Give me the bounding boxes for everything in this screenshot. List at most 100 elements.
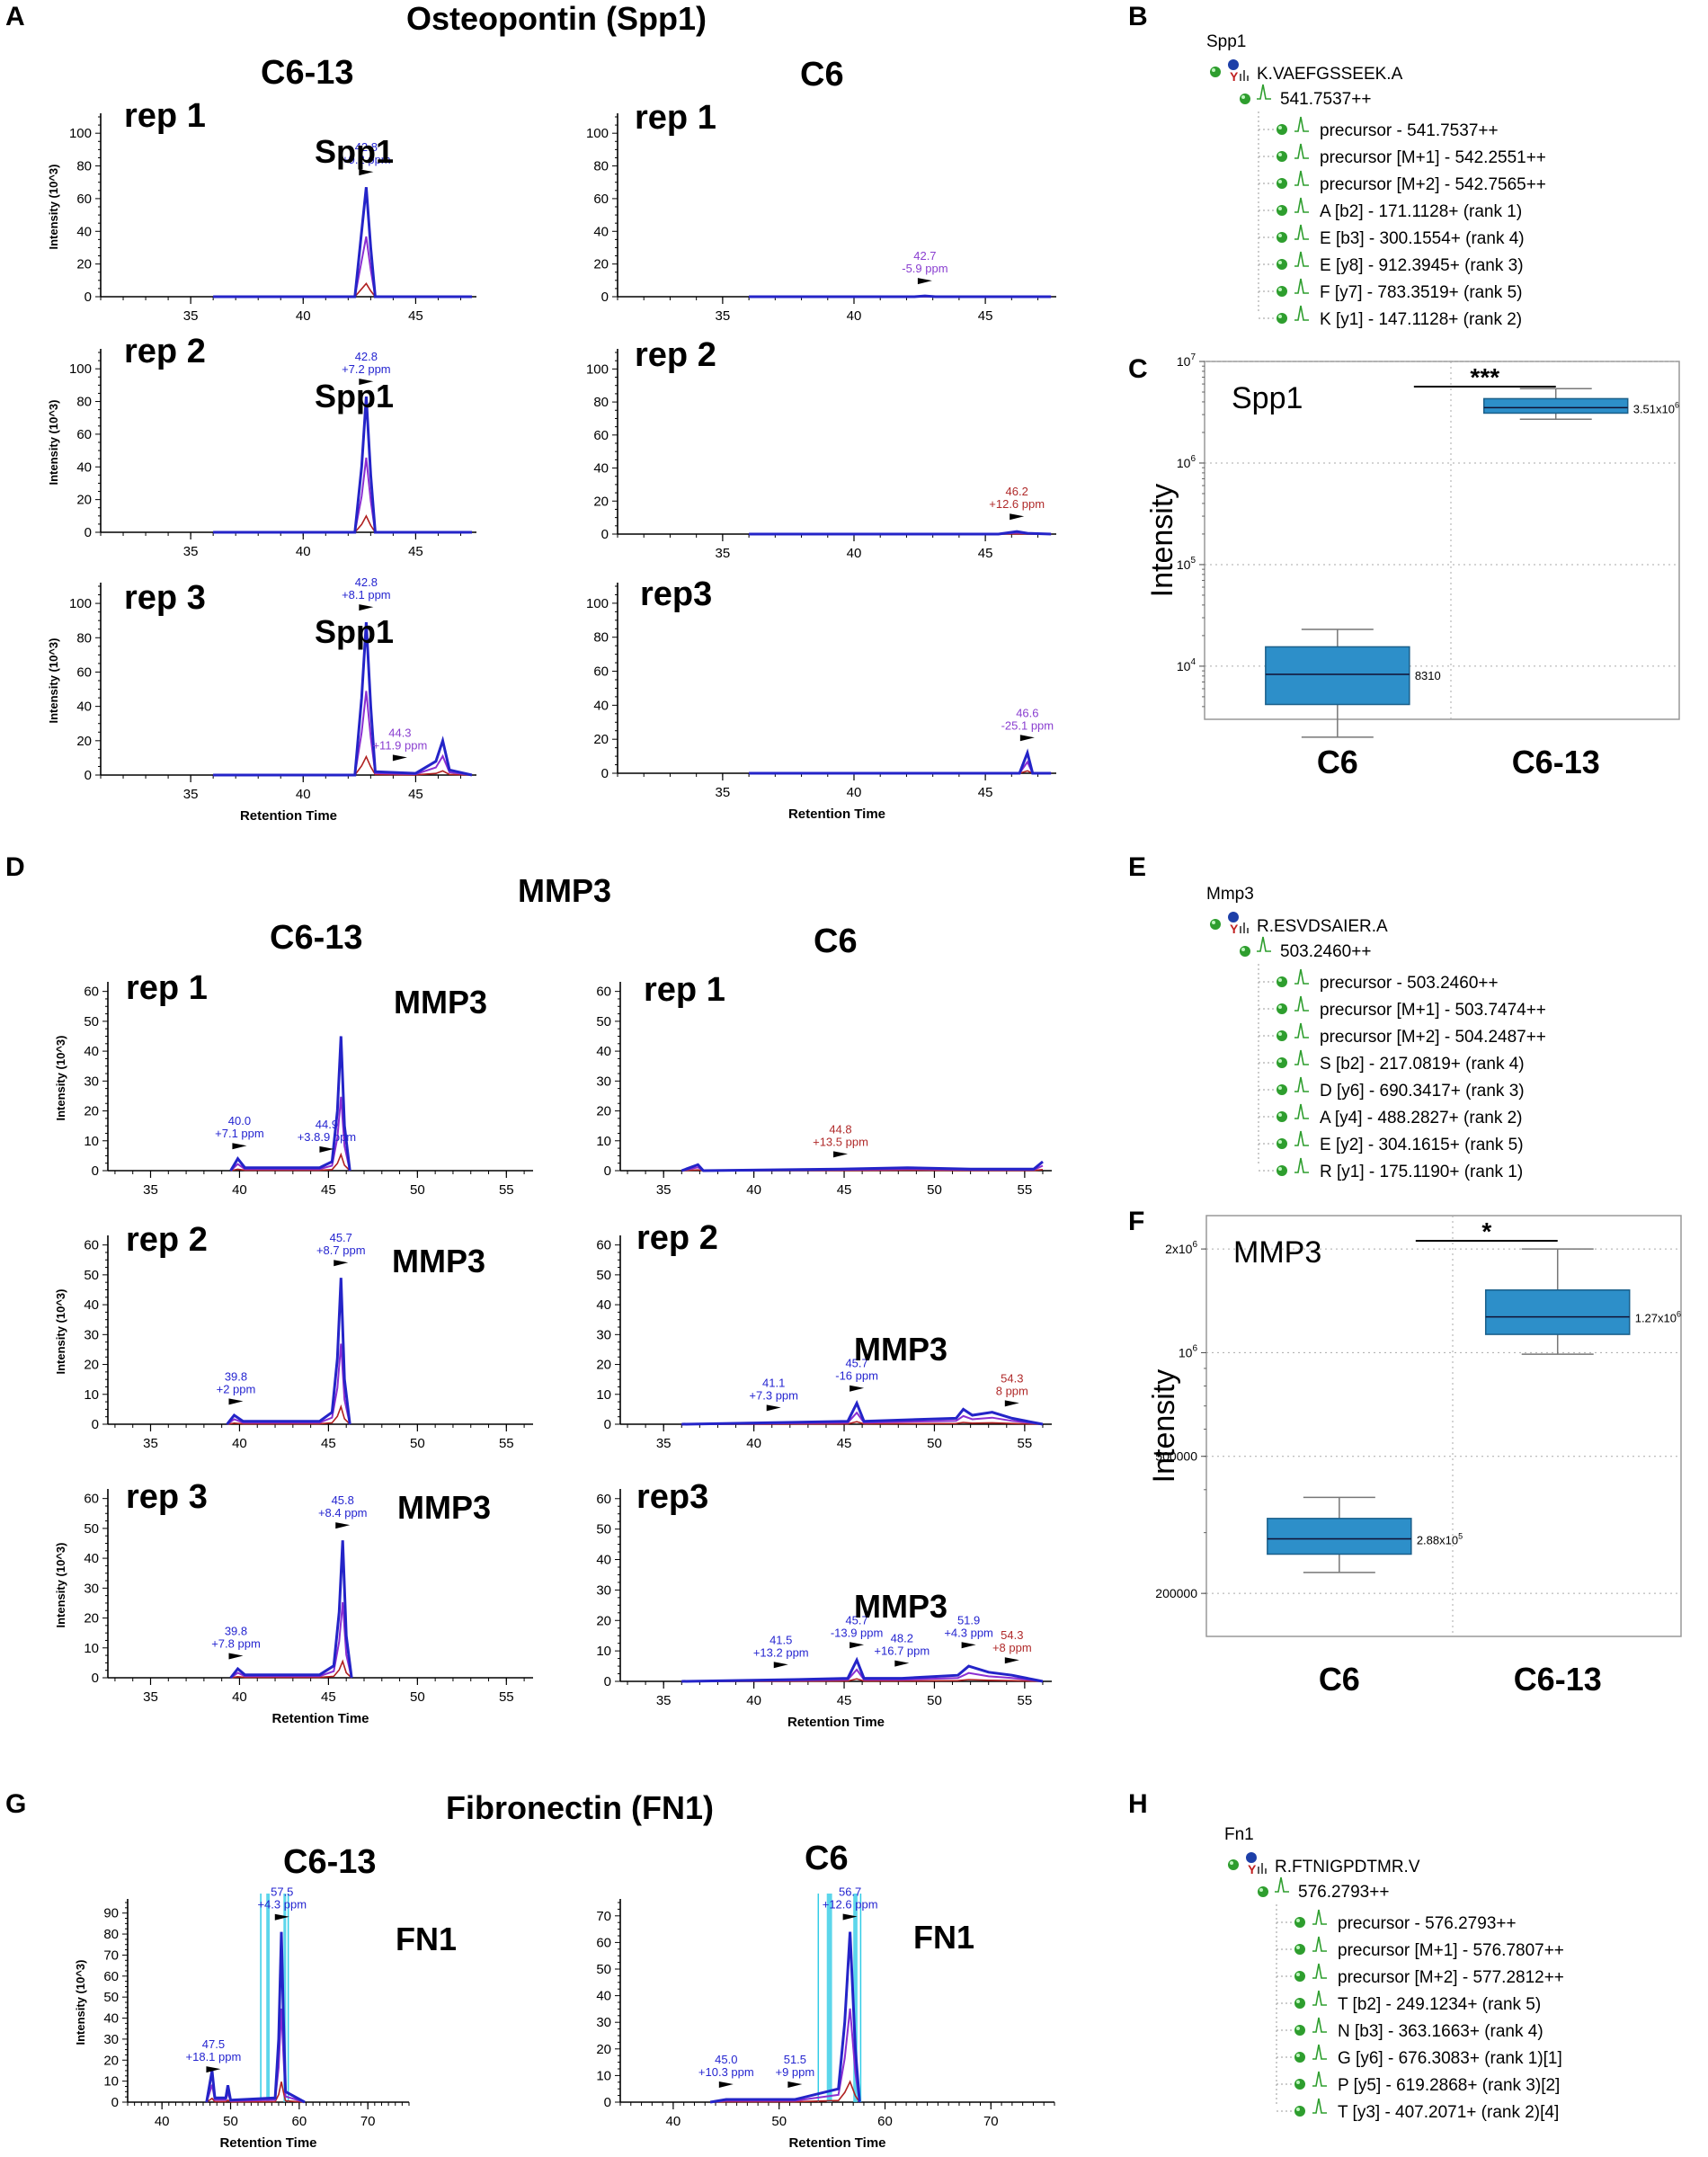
trace-precursor [229,1036,351,1172]
y-tick-label: 40 [76,224,92,239]
y-tick-label: 10 [596,1644,611,1659]
y-tick-label: 20 [596,1613,611,1628]
node-bullet-icon [1294,1917,1305,1928]
x-tick-label: 70 [360,2114,376,2129]
panel-letter-c: C [1128,354,1148,384]
y-tick-label: 40 [596,1044,611,1059]
node-bullet-icon [1277,313,1287,324]
peak-rt-label: 40.0 [228,1114,251,1128]
peak-rt-label: 45.0 [715,2053,737,2066]
tree-item-label: precursor [M+1] - 542.2551++ [1320,148,1546,167]
tree-root-label: Fn1 [1224,1825,1254,1844]
trace-isotope [213,691,473,776]
y-tick-label: 0 [604,2095,611,2110]
y-tick-label: 20 [76,493,92,508]
trace-precursor [681,1656,1044,1683]
significance-stars: * [1481,1217,1491,1245]
tree-item-label: A [y4] - 488.2827+ (rank 2) [1320,1109,1523,1128]
peak-rt-label: 47.5 [202,2037,225,2051]
x-tick-label: 40 [847,308,862,324]
peak-marker [961,1642,976,1649]
y-axis-title: Intensity [1147,1369,1181,1484]
trace-isotope [749,760,1052,774]
trace-isotope [229,1096,351,1172]
y-tick-label: 50 [84,1268,99,1283]
peak-ppm-label: +8 ppm [992,1641,1032,1654]
rep-label-a-right-1: rep 1 [635,99,716,137]
node-bullet-icon [1277,124,1287,135]
trace-precursor [229,1540,353,1679]
y-tick-label: 40 [84,1551,99,1566]
trace-fragment [230,1659,352,1679]
trace-fragment [681,1678,1044,1682]
peak-rt-label: 44.3 [388,726,411,739]
y-tick-label: 80 [76,630,92,646]
x-tick-label: 45 [408,787,423,802]
node-bullet-icon [1277,1165,1287,1176]
peak-rt-label: 48.2 [891,1632,913,1645]
peak-marker [1004,1657,1019,1664]
y-tick-label: 20 [103,2053,119,2068]
node-bullet-icon [1210,67,1221,77]
trace-precursor [213,622,473,777]
transition-peak-icon [1312,1963,1327,1979]
rep-label-a-left-2: rep 2 [124,333,206,370]
x-tick-label: 35 [143,1436,158,1451]
y-tick-label: 60 [84,985,99,1000]
y-tick-label: 50 [84,1014,99,1029]
transition-peak-icon [1294,968,1309,985]
tree-precursor-label: 503.2460++ [1280,942,1371,961]
y-tick-label: 30 [596,2015,611,2030]
node-bullet-icon [1294,1971,1305,1982]
protein-label-mmp3-2: MMP3 [392,1243,486,1279]
y-tick-label: 0 [604,1674,611,1689]
y-tick-label: 20 [76,257,92,272]
transition-peak-icon [1294,995,1309,1012]
peak-ppm-label: +7.1 ppm [215,1127,264,1140]
chart-D-c6-rep3: 0 10 20 30 40 50 60 35 40 45 50 55 Retention Time 41.… [596,1489,1052,1730]
x-tick-label: 35 [143,1689,158,1705]
chart-F-box: 200000 500000 106 2x106 2.88x105 C6 1.27x106 C6… [1147,1215,1682,1698]
y-tick-label: 0 [92,1671,99,1686]
peak-marker [228,1653,244,1660]
peak-marker [850,1642,865,1649]
peak-rt-label: 45.7 [330,1231,352,1244]
y-tick-label: 2x106 [1165,1240,1197,1256]
transition-peak-icon [1294,143,1309,159]
y-tick-label: 40 [84,1297,99,1313]
peak-ppm-label: +9.2 ppm [342,153,391,166]
node-bullet-icon [1277,151,1287,162]
y-tick-label: 30 [84,1074,99,1089]
x-axis-title: Retention Time [787,1715,885,1730]
tree-item-label: precursor [M+2] - 542.7565++ [1320,175,1546,194]
x-tick-label: 60 [292,2114,307,2129]
tree-peptide-label: K.VAEFGSSEEK.A [1257,65,1403,84]
x-tick-label: 40 [296,544,311,559]
peak-rt-label: 54.3 [1001,1628,1023,1642]
median-label: 1.27x106 [1635,1310,1681,1325]
peak-rt-label: 42.8 [355,140,378,154]
y-tick-label: 200000 [1155,1586,1197,1600]
y-axis-title: Intensity (10^3) [47,637,60,723]
group-header-c6-13-g: C6-13 [283,1843,377,1881]
y-tick-label: 50 [84,1521,99,1537]
peak-marker [773,1662,788,1669]
section-title-mmp3: MMP3 [518,872,612,909]
transition-peak-icon [1294,170,1309,186]
node-bullet-icon [1294,1998,1305,2009]
y-tick-label: 30 [596,1074,611,1089]
section-title-fibronectin: Fibronectin (FN1) [446,1789,714,1826]
peptide-icon: Y [1228,59,1249,84]
tree-item-label: K [y1] - 147.1128+ (rank 2) [1320,310,1522,329]
y-tick-label: 100 [586,126,609,141]
peak-ppm-label: +16.7 ppm [874,1644,930,1658]
transition-peak-icon [1312,2071,1327,2087]
x-tick-label: 55 [1018,1693,1033,1708]
plot-title: Spp1 [1232,381,1303,415]
transition-peak-icon [1294,1103,1309,1119]
y-tick-label: 20 [84,1611,99,1627]
node-bullet-icon [1277,205,1287,216]
peak-marker [359,604,374,611]
peak-ppm-label: +8.7 ppm [316,1243,366,1257]
peak-ppm-label: +12.6 ppm [823,1898,878,1912]
